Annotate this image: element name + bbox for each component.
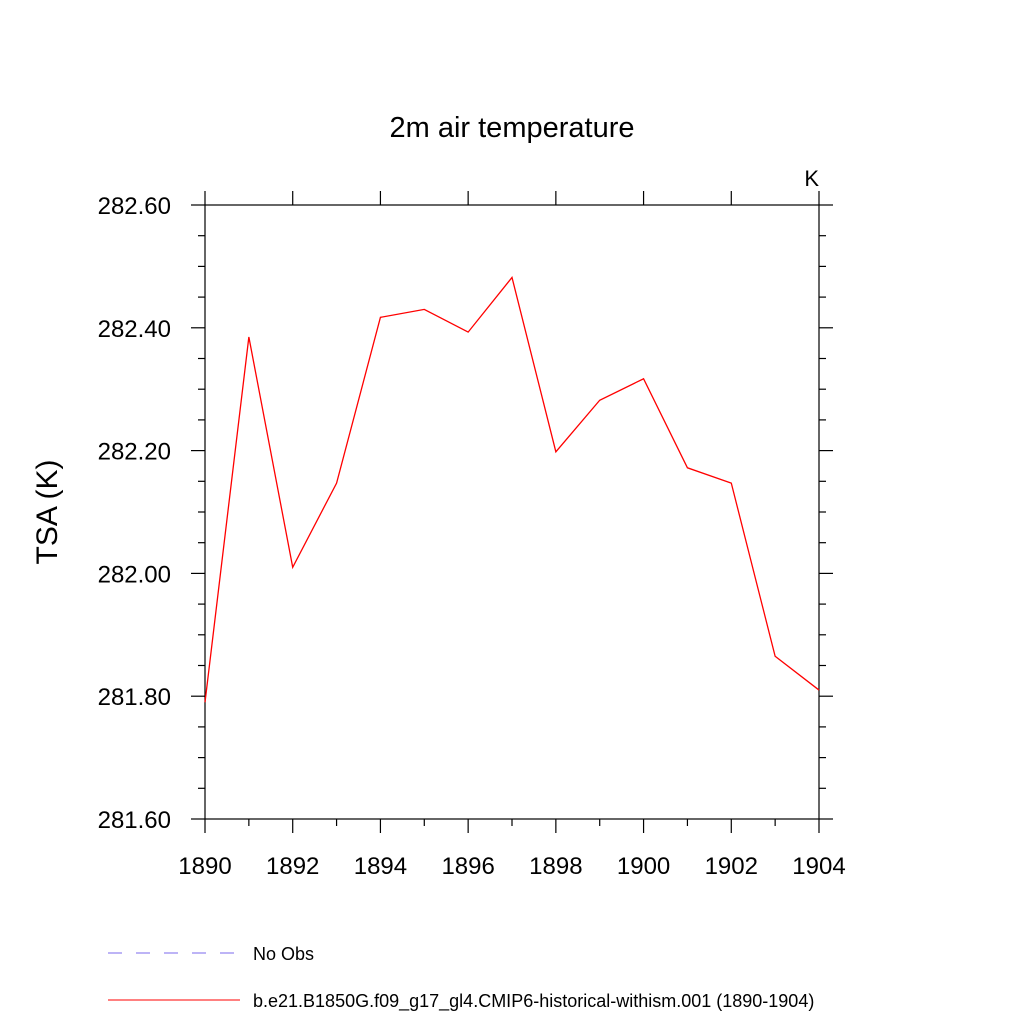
- y-tick-label: 282.40: [98, 316, 171, 343]
- plot-frame: [204, 204, 820, 820]
- y-tick-label: 282.00: [98, 561, 171, 588]
- x-tick-label: 1902: [705, 853, 758, 880]
- series-line: [204, 276, 820, 703]
- legend-label: No Obs: [253, 944, 314, 964]
- x-tick-label: 1890: [178, 853, 231, 880]
- y-axis-label: TSA (K): [31, 459, 64, 564]
- legend: No Obs b.e21.B1850G.f09_g17_gl4.CMIP6-his…: [108, 944, 814, 1012]
- series-lines: [204, 276, 820, 703]
- axis-ticks: 1890 1892 1894 1896 1898 1900 1902 1904 281.60 28…: [98, 191, 846, 880]
- legend-label: b.e21.B1850G.f09_g17_gl4.CMIP6-historica…: [253, 991, 814, 1012]
- x-tick-label: 1896: [441, 853, 494, 880]
- y-tick-label: 282.60: [98, 193, 171, 220]
- x-tick-label: 1898: [529, 853, 582, 880]
- x-tick-label: 1904: [792, 853, 845, 880]
- units-label: K: [804, 166, 819, 191]
- x-tick-label: 1900: [617, 853, 670, 880]
- y-tick-label: 281.60: [98, 807, 171, 834]
- y-tick-label: 282.20: [98, 439, 171, 466]
- x-tick-label: 1892: [266, 853, 319, 880]
- x-tick-label: 1894: [354, 853, 407, 880]
- y-tick-label: 281.80: [98, 684, 171, 711]
- chart-title: 2m air temperature: [390, 112, 635, 144]
